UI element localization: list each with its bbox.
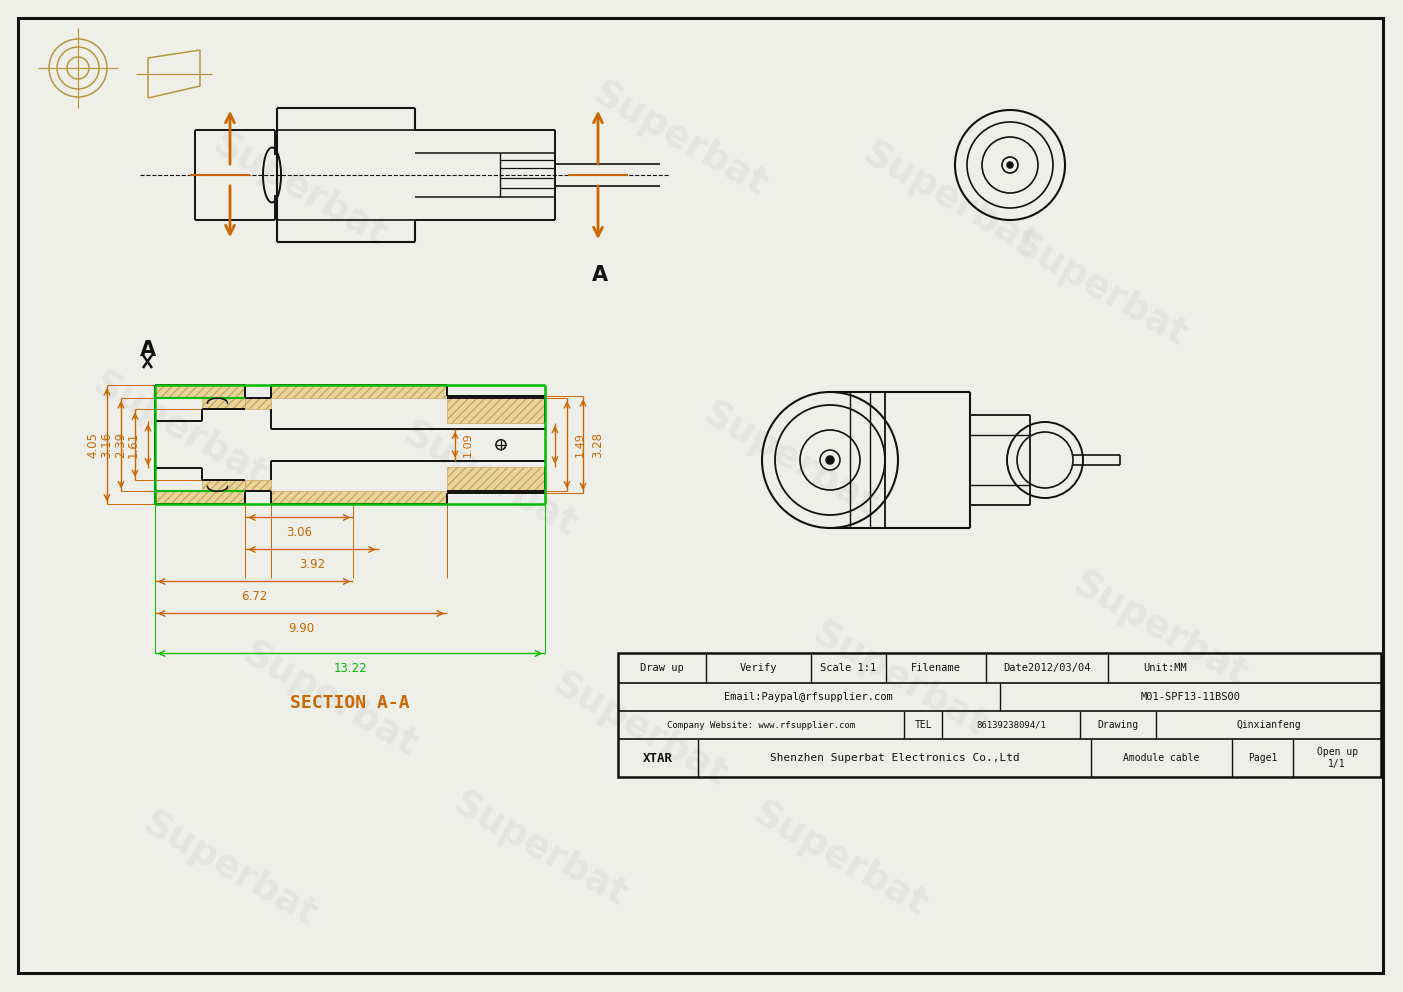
Text: Superbat: Superbat <box>1007 226 1194 354</box>
Text: 6.72: 6.72 <box>241 590 267 603</box>
Text: Company Website: www.rfsupplier.com: Company Website: www.rfsupplier.com <box>666 720 854 729</box>
Polygon shape <box>154 385 246 398</box>
Bar <box>617 653 1381 777</box>
Text: Draw up: Draw up <box>640 663 683 673</box>
Text: M01-SPF13-11BS00: M01-SPF13-11BS00 <box>1141 692 1240 702</box>
Text: 1.09: 1.09 <box>463 433 473 457</box>
Polygon shape <box>448 397 544 423</box>
Text: 3.92: 3.92 <box>299 558 325 571</box>
Text: Shenzhen Superbat Electronics Co.,Ltd: Shenzhen Superbat Electronics Co.,Ltd <box>770 753 1020 763</box>
Polygon shape <box>202 480 246 491</box>
Text: 86139238094/1: 86139238094/1 <box>976 720 1045 729</box>
Text: Scale 1:1: Scale 1:1 <box>821 663 877 673</box>
Text: Unit:MM: Unit:MM <box>1143 663 1187 673</box>
Polygon shape <box>202 398 246 410</box>
Text: 3.28: 3.28 <box>591 432 603 457</box>
Text: Date2012/03/04: Date2012/03/04 <box>1003 663 1090 673</box>
Text: Superbat: Superbat <box>446 786 633 915</box>
Text: 1.61: 1.61 <box>128 432 140 458</box>
Text: XTAR: XTAR <box>643 752 673 765</box>
Text: 2.39: 2.39 <box>114 432 128 457</box>
Text: Superbat: Superbat <box>746 796 933 925</box>
Text: Superbat: Superbat <box>237 636 424 764</box>
Text: Page1: Page1 <box>1249 753 1277 763</box>
Text: Superbat: Superbat <box>206 126 393 254</box>
Text: 13.22: 13.22 <box>333 663 366 676</box>
Polygon shape <box>154 491 246 505</box>
Circle shape <box>826 456 833 464</box>
Polygon shape <box>246 398 271 410</box>
Text: 4.05: 4.05 <box>86 432 100 457</box>
Text: Superbat: Superbat <box>807 616 993 744</box>
Text: 1.49: 1.49 <box>575 433 585 457</box>
Text: 3.06: 3.06 <box>286 527 313 540</box>
Text: Drawing: Drawing <box>1097 720 1138 730</box>
Text: Qinxianfeng: Qinxianfeng <box>1236 720 1301 730</box>
Text: TEL: TEL <box>915 720 932 730</box>
Polygon shape <box>271 385 448 398</box>
Text: 9.90: 9.90 <box>288 622 314 636</box>
Polygon shape <box>271 491 448 505</box>
Text: Open up
1/1: Open up 1/1 <box>1316 747 1358 769</box>
Text: Email:Paypal@rfsupplier.com: Email:Paypal@rfsupplier.com <box>724 692 894 702</box>
Text: Superbat: Superbat <box>136 806 323 934</box>
Circle shape <box>1007 162 1013 168</box>
Polygon shape <box>246 480 271 491</box>
Text: Amodule cable: Amodule cable <box>1124 753 1200 763</box>
Text: Superbat: Superbat <box>547 666 734 795</box>
Text: SECTION A-A: SECTION A-A <box>290 694 410 712</box>
Text: Superbat: Superbat <box>1066 565 1253 694</box>
Text: Superbat: Superbat <box>697 396 884 524</box>
Text: 3.16: 3.16 <box>100 432 114 457</box>
Polygon shape <box>448 466 544 493</box>
Text: A: A <box>140 340 156 360</box>
Text: Verify: Verify <box>739 663 777 673</box>
Text: Filename: Filename <box>911 663 961 673</box>
Text: Superbat: Superbat <box>586 75 773 204</box>
Text: A: A <box>592 265 607 285</box>
Text: Superbat: Superbat <box>87 366 274 494</box>
Text: Superbat: Superbat <box>397 416 584 545</box>
Text: Superbat: Superbat <box>857 136 1044 264</box>
